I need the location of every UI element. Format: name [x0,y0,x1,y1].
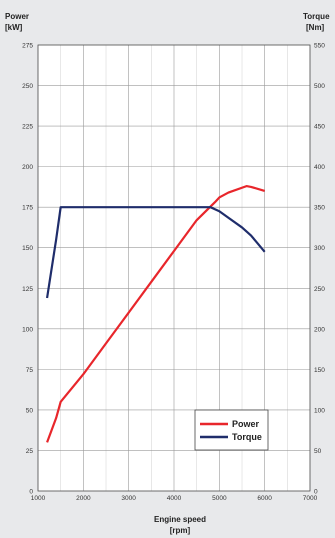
legend-torque-label: Torque [232,432,262,442]
y-left-axis-title: Power [5,12,29,21]
y-right-tick-label: 550 [314,43,325,50]
y-right-tick-label: 500 [314,83,325,90]
legend-box [194,409,269,451]
y-left-tick-label: 150 [22,245,33,252]
y-right-tick-label: 250 [314,286,325,293]
y-right-tick-label: 100 [314,407,325,414]
y-right-tick-label: 450 [314,124,325,131]
y-right-tick-label: 400 [314,164,325,171]
x-tick-label: 5000 [212,495,227,502]
y-left-tick-label: 50 [26,407,34,414]
y-right-tick-label: 350 [314,205,325,212]
y-right-tick-label: 0 [314,489,318,496]
tick-labels: 1000 2000 3000 4000 5000 6000 7000025507510012… [22,43,325,503]
x-tick-label: 4000 [167,495,182,502]
legend: Power Torque [194,409,269,451]
y-right-axis-title: Torque [303,12,330,21]
x-tick-label: 2000 [76,495,91,502]
x-tick-label: 1000 [31,495,46,502]
y-left-tick-label: 200 [22,164,33,171]
y-right-tick-label: 300 [314,245,325,252]
y-left-tick-label: 100 [22,326,33,333]
y-left-tick-label: 125 [22,286,33,293]
y-left-tick-label: 25 [26,448,34,455]
y-right-tick-label: 200 [314,326,325,333]
series-line-power [46,185,265,443]
legend-power-label: Power [232,419,260,429]
y-left-tick-label: 0 [29,489,33,496]
x-axis-title: Engine speed [154,515,206,524]
y-left-tick-label: 175 [22,205,33,212]
series-line-torque [45,206,266,299]
series-lines [45,185,266,443]
y-right-tick-label: 150 [314,367,325,374]
x-tick-label: 6000 [257,495,272,502]
y-right-axis-unit: [Nm] [306,23,325,32]
y-left-tick-label: 275 [22,43,33,50]
x-tick-label: 7000 [303,495,318,502]
x-axis-unit: [rpm] [170,526,191,535]
plot-border [37,44,311,492]
y-left-tick-label: 250 [22,83,33,90]
y-right-tick-label: 50 [314,448,322,455]
y-left-axis-unit: [kW] [5,23,23,32]
y-left-tick-label: 225 [22,124,33,131]
y-left-tick-label: 75 [26,367,34,374]
x-tick-label: 3000 [121,495,136,502]
